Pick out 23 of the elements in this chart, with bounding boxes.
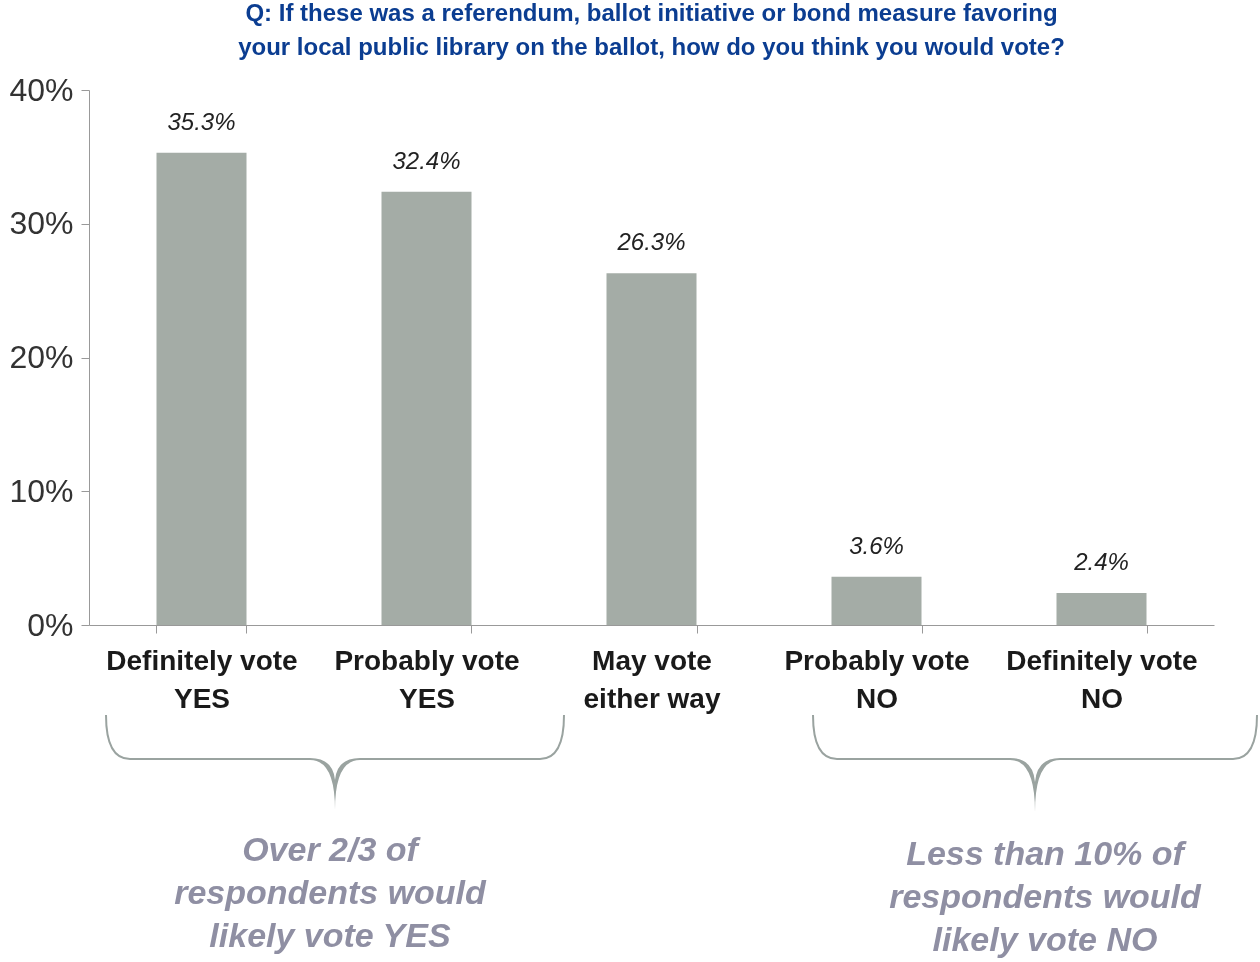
x-tick-label: Definitely vote NO xyxy=(1006,644,1198,714)
chart-title: Q: If these was a referendum, ballot initiative or bond measure favoring your local public library on the ballot, how do you think you would vote? xyxy=(238,0,1065,60)
data-label: 3.6% xyxy=(849,531,904,559)
y-tick-label: 10% xyxy=(9,472,74,509)
bar xyxy=(831,576,922,625)
bar xyxy=(381,191,472,625)
y-tick-label: 0% xyxy=(27,606,74,643)
data-label: 2.4% xyxy=(1073,547,1129,575)
bar xyxy=(1056,592,1147,625)
bar xyxy=(606,273,697,625)
x-tick-label: May vote either way xyxy=(583,644,721,714)
x-tick-label: Definitely vote YES xyxy=(106,644,298,714)
y-tick-label: 20% xyxy=(9,339,74,375)
data-label: 32.4% xyxy=(392,146,461,174)
bar xyxy=(156,152,247,625)
x-tick-label: Probably vote NO xyxy=(784,644,970,714)
x-tick-label: Probably vote YES xyxy=(334,644,520,714)
text: Over 2/3 of respondents would likely vote YES xyxy=(173,829,488,956)
y-tick-label: 30% xyxy=(9,205,74,242)
data-label: 26.3% xyxy=(616,228,686,256)
text: Less than 10% of respondents would likely vote NO xyxy=(888,833,1203,960)
y-tick-label: 40% xyxy=(9,71,74,108)
data-label: 35.3% xyxy=(167,107,236,135)
